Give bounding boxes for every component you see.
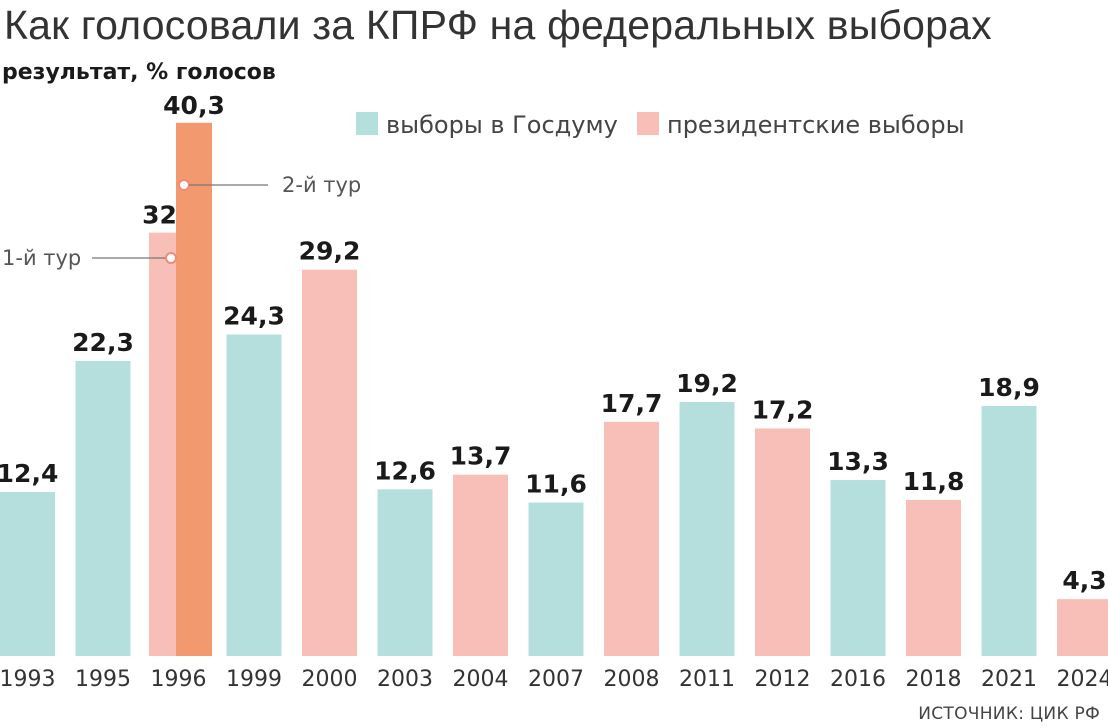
bar-2011 (679, 401, 735, 656)
x-tick-label-1995: 1995 (75, 667, 131, 692)
x-tick-label-2024: 2024 (1057, 667, 1108, 692)
data-label-2021: 18,9 (978, 373, 1040, 402)
leader-dot-round-2 (178, 179, 190, 191)
x-tick-label-2011: 2011 (679, 667, 735, 692)
data-label-2003: 12,6 (374, 456, 436, 485)
bar-1995 (75, 360, 131, 656)
bar-2012 (755, 428, 810, 656)
data-label-1999: 24,3 (223, 302, 285, 331)
bar-2003 (377, 489, 433, 656)
x-tick-label-2021: 2021 (981, 667, 1037, 692)
data-label-2012: 17,2 (752, 395, 814, 424)
x-tick-label-1993: 1993 (0, 667, 56, 692)
bar-1996-round-2 (176, 122, 212, 657)
legend-swatch-duma (356, 112, 378, 135)
bar-1993 (0, 491, 55, 656)
data-label-2011: 19,2 (676, 369, 738, 398)
data-label-1996-round-1: 32 (142, 201, 177, 230)
x-tick-label-2018: 2018 (906, 667, 962, 692)
bar-1999 (226, 334, 282, 656)
x-tick-label-2000: 2000 (302, 667, 358, 692)
data-label-2000: 29,2 (299, 237, 361, 266)
bar-2024 (1057, 599, 1108, 656)
data-label-1996-round-2: 40,3 (163, 91, 225, 120)
x-tick-label-1999: 1999 (226, 667, 282, 692)
data-label-2018: 11,8 (903, 467, 965, 496)
data-label-2024: 4,3 (1062, 566, 1106, 595)
x-tick-label-2008: 2008 (604, 667, 660, 692)
bar-2016 (830, 480, 886, 656)
data-label-1993: 12,4 (0, 459, 58, 488)
bar-2008 (604, 421, 659, 656)
data-label-2008: 17,7 (601, 389, 663, 418)
legend-swatch-president (637, 112, 659, 135)
chart-subtitle: результат, % голосов (2, 60, 276, 85)
bar-2018 (906, 499, 961, 656)
bar-1996-round-1 (149, 232, 176, 656)
bar-2000 (302, 269, 357, 656)
data-label-2016: 13,3 (827, 447, 889, 476)
bar-2007 (528, 502, 584, 656)
x-tick-label-1996: 1996 (151, 667, 207, 692)
source-note: ИСТОЧНИК: ЦИК РФ (918, 704, 1100, 724)
x-tick-label-2004: 2004 (453, 667, 509, 692)
legend-label-president: президентские выборы (667, 111, 965, 139)
data-label-2007: 11,6 (525, 470, 587, 499)
legend-label-duma: выборы в Госдуму (386, 111, 618, 139)
x-tick-label-2007: 2007 (528, 667, 584, 692)
data-label-1995: 22,3 (72, 328, 134, 357)
x-tick-label-2003: 2003 (377, 667, 433, 692)
leader-dot-round-1 (165, 252, 177, 264)
bar-2021 (981, 405, 1037, 656)
bar-2004 (453, 474, 508, 656)
annotation-round-2: 2-й тур (282, 173, 361, 197)
data-label-2004: 13,7 (450, 442, 512, 471)
chart-title: Как голосовали за КПРФ на федеральных вы… (4, 2, 992, 48)
x-tick-label-2012: 2012 (755, 667, 811, 692)
annotation-round-1: 1-й тур (2, 246, 81, 270)
x-tick-label-2016: 2016 (830, 667, 886, 692)
